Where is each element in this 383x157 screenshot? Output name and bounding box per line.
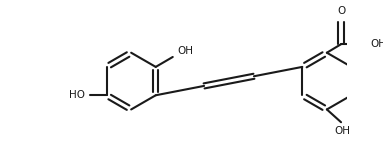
Text: O: O <box>337 6 345 16</box>
Text: OH: OH <box>177 46 193 56</box>
Text: HO: HO <box>69 90 85 100</box>
Text: OH: OH <box>334 126 350 136</box>
Text: OH: OH <box>371 39 383 49</box>
